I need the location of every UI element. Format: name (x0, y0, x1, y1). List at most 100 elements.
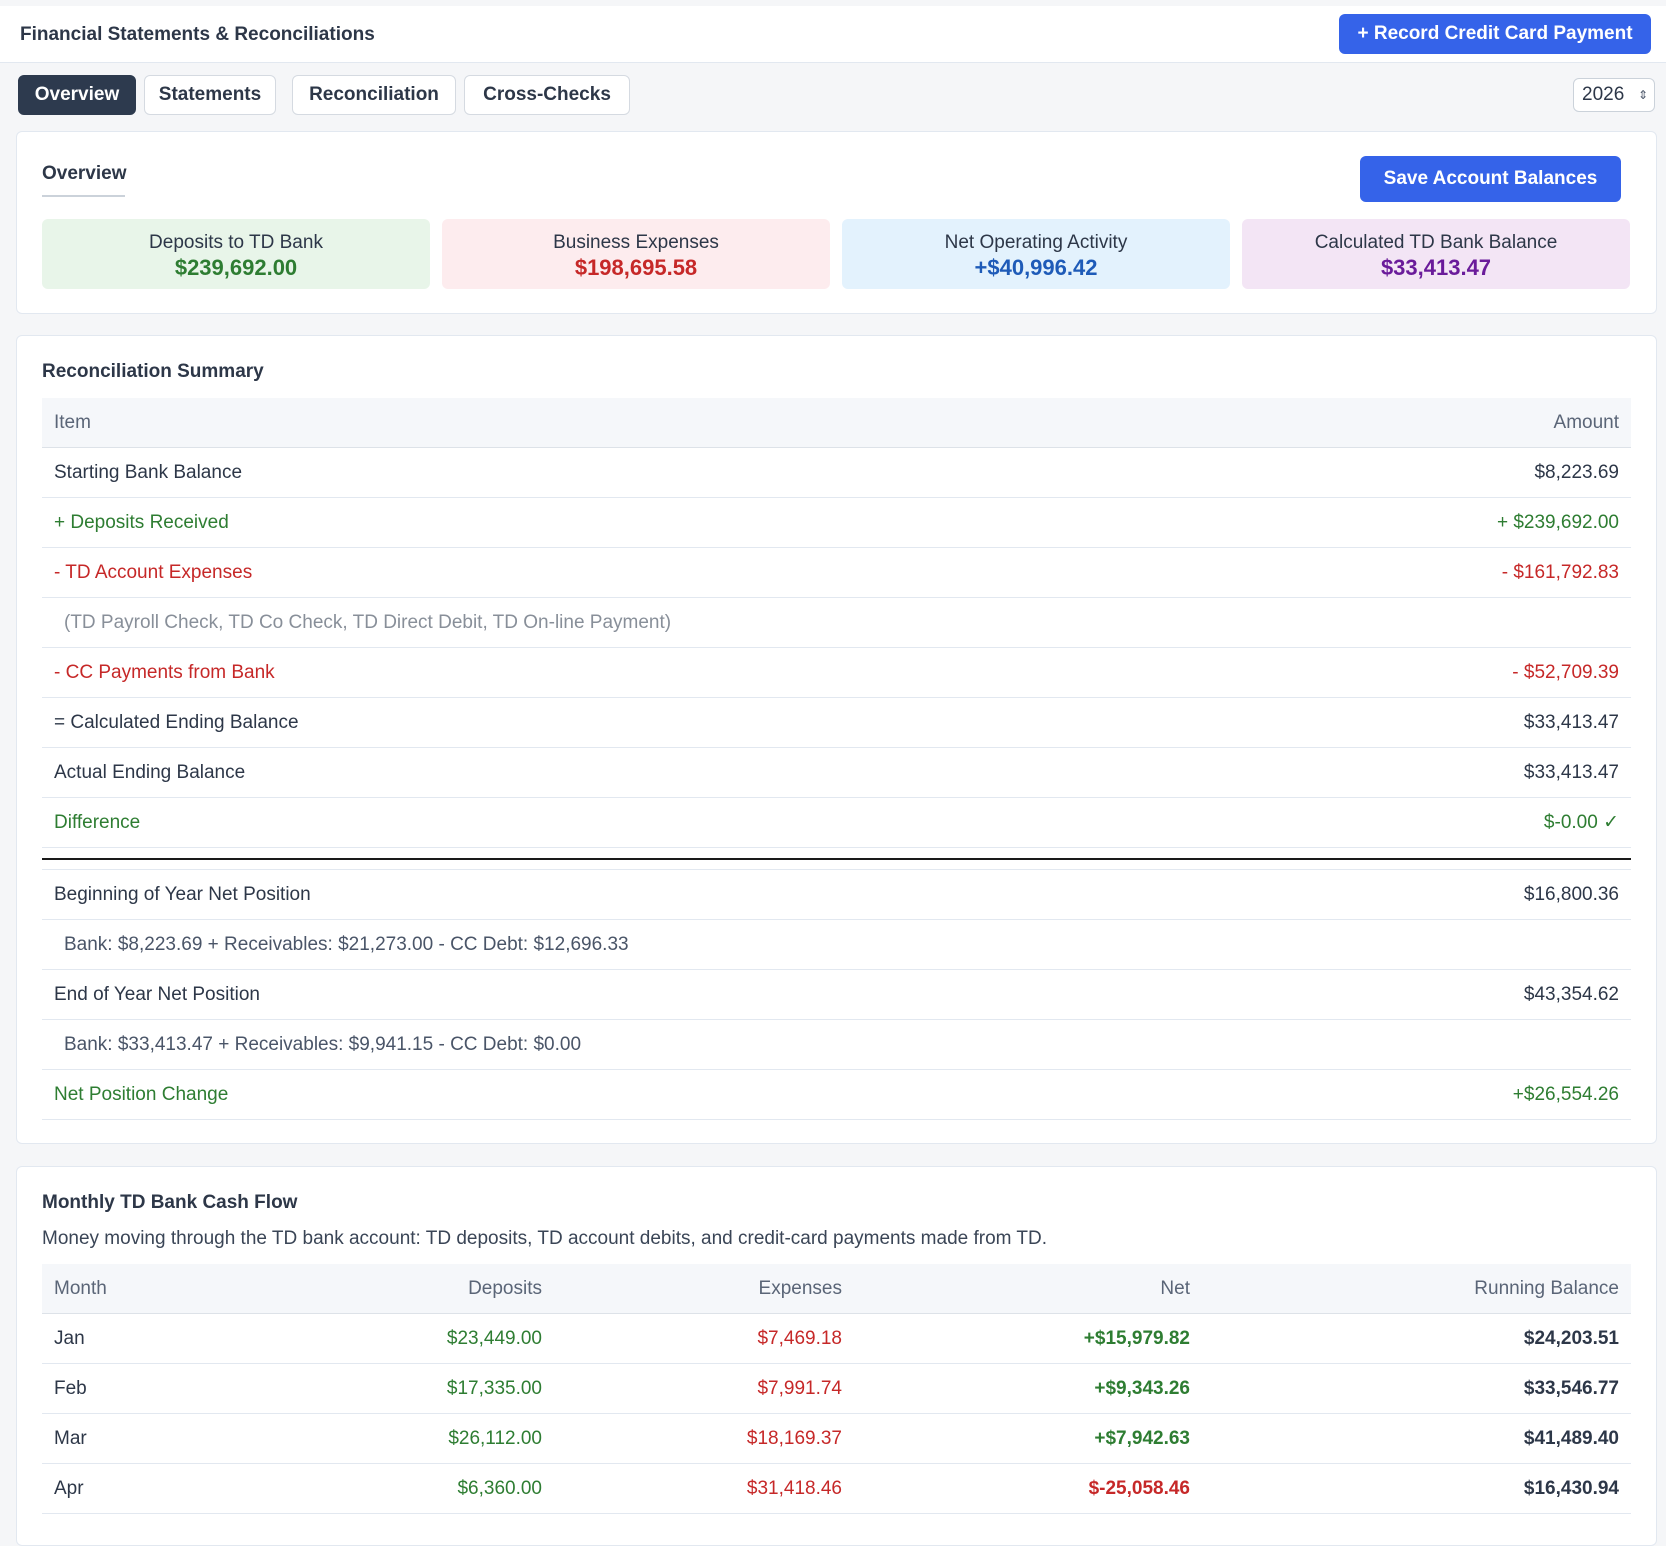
table-row: (TD Payroll Check, TD Co Check, TD Direc… (42, 598, 1631, 648)
row-amount: $8,223.69 (1534, 462, 1619, 483)
table-row: Net Position Change +$26,554.26 (42, 1070, 1631, 1120)
divider-line (42, 858, 1631, 860)
row-month: Mar (54, 1428, 87, 1449)
row-amount: + $239,692.00 (1496, 512, 1619, 533)
row-item: End of Year Net Position (54, 984, 260, 1005)
row-item: Actual Ending Balance (54, 762, 246, 783)
table-row: Jan $23,449.00 $7,469.18 +$15,979.82 $24… (42, 1314, 1631, 1364)
table-row: + Deposits Received + $239,692.00 (42, 498, 1631, 548)
row-running-balance: $33,546.77 (1523, 1378, 1619, 1399)
header-item: Item (54, 412, 91, 433)
header-month: Month (54, 1278, 107, 1299)
row-amount: $-0.00 ✓ (1543, 812, 1619, 833)
stat-calculated-balance: Calculated TD Bank Balance $33,413.47 (1242, 219, 1630, 289)
row-amount: $43,354.62 (1523, 984, 1619, 1005)
stat-label: Business Expenses (553, 232, 719, 253)
row-item: + Deposits Received (54, 512, 229, 533)
row-item: Starting Bank Balance (54, 462, 243, 483)
header-running-balance: Running Balance (1474, 1278, 1619, 1299)
row-deposits: $26,112.00 (448, 1428, 542, 1449)
stat-label: Calculated TD Bank Balance (1314, 232, 1558, 253)
save-account-balances-button[interactable]: Save Account Balances (1360, 156, 1621, 202)
header-deposits: Deposits (468, 1278, 542, 1299)
row-amount: $33,413.47 (1523, 712, 1619, 733)
reconciliation-summary-card: Reconciliation Summary Item Amount Start… (16, 335, 1657, 1144)
stat-business-expenses: Business Expenses $198,695.58 (442, 219, 830, 289)
table-row: - CC Payments from Bank - $52,709.39 (42, 648, 1631, 698)
row-item: (TD Payroll Check, TD Co Check, TD Direc… (64, 612, 672, 633)
reconciliation-table: Item Amount Starting Bank Balance $8,223… (42, 398, 1631, 1120)
table-row: Bank: $33,413.47 + Receivables: $9,941.1… (42, 1020, 1631, 1070)
table-row: Difference $-0.00 ✓ (42, 798, 1631, 848)
section-divider (42, 848, 1631, 870)
header-amount: Amount (1553, 412, 1619, 433)
overview-card: Overview Save Account Balances Deposits … (16, 131, 1657, 314)
cash-flow-table: Month Deposits Expenses Net Running Bala… (42, 1264, 1631, 1514)
row-item: Difference (54, 812, 141, 833)
row-deposits: $23,449.00 (446, 1328, 542, 1349)
row-expenses: $18,169.37 (746, 1428, 842, 1449)
year-value: 2026 (1582, 84, 1625, 105)
cash-flow-description: Money moving through the TD bank account… (42, 1228, 1048, 1249)
row-item: = Calculated Ending Balance (54, 712, 299, 733)
app-title: Financial Statements & Reconciliations (20, 24, 375, 45)
stat-value: $198,695.58 (574, 255, 698, 280)
tab-overview[interactable]: Overview (18, 75, 136, 115)
row-amount: - $161,792.83 (1501, 562, 1619, 583)
stat-value: +$40,996.42 (974, 255, 1098, 280)
table-row: Beginning of Year Net Position $16,800.3… (42, 870, 1631, 920)
table-row: Mar $26,112.00 $18,169.37 +$7,942.63 $41… (42, 1414, 1631, 1464)
table-header: Item Amount (42, 398, 1631, 448)
row-deposits: $6,360.00 (457, 1478, 542, 1499)
header-net: Net (1160, 1278, 1190, 1299)
tab-cross-checks[interactable]: Cross-Checks (464, 75, 630, 115)
row-expenses: $7,991.74 (757, 1378, 842, 1399)
overview-heading: Overview (42, 163, 127, 197)
reconciliation-title: Reconciliation Summary (42, 361, 264, 382)
row-running-balance: $24,203.51 (1523, 1328, 1619, 1349)
table-row: Starting Bank Balance $8,223.69 (42, 448, 1631, 498)
row-month: Jan (54, 1328, 85, 1349)
row-item: Beginning of Year Net Position (54, 884, 311, 905)
row-item: Bank: $8,223.69 + Receivables: $21,273.0… (64, 934, 629, 955)
record-credit-card-payment-button[interactable]: + Record Credit Card Payment (1339, 14, 1651, 54)
row-running-balance: $41,489.40 (1523, 1428, 1619, 1449)
table-header: Month Deposits Expenses Net Running Bala… (42, 1264, 1631, 1314)
row-net: +$7,942.63 (1094, 1428, 1190, 1449)
monthly-cash-flow-card: Monthly TD Bank Cash Flow Money moving t… (16, 1166, 1657, 1546)
row-amount: - $52,709.39 (1512, 662, 1619, 683)
chevron-up-down-icon: ⇕ (1637, 88, 1648, 102)
stat-value: $33,413.47 (1380, 255, 1492, 280)
cash-flow-title: Monthly TD Bank Cash Flow (42, 1192, 298, 1213)
row-item: - TD Account Expenses (54, 562, 253, 583)
top-bar: Financial Statements & Reconciliations +… (0, 6, 1666, 63)
row-net: $-25,058.46 (1088, 1478, 1190, 1499)
row-item: Bank: $33,413.47 + Receivables: $9,941.1… (64, 1034, 582, 1055)
row-expenses: $7,469.18 (757, 1328, 842, 1349)
row-expenses: $31,418.46 (746, 1478, 842, 1499)
row-amount: $33,413.47 (1523, 762, 1619, 783)
table-row: = Calculated Ending Balance $33,413.47 (42, 698, 1631, 748)
stat-net-operating-activity: Net Operating Activity +$40,996.42 (842, 219, 1230, 289)
row-deposits: $17,335.00 (446, 1378, 542, 1399)
table-row: End of Year Net Position $43,354.62 (42, 970, 1631, 1020)
header-expenses: Expenses (758, 1278, 842, 1299)
row-amount: $16,800.36 (1523, 884, 1619, 905)
table-row: Apr $6,360.00 $31,418.46 $-25,058.46 $16… (42, 1464, 1631, 1514)
stat-deposits: Deposits to TD Bank $239,692.00 (42, 219, 430, 289)
row-net: +$15,979.82 (1083, 1328, 1190, 1349)
divider-line (42, 869, 1631, 870)
tab-reconciliation[interactable]: Reconciliation (292, 75, 456, 115)
row-month: Feb (54, 1378, 87, 1399)
table-row: Bank: $8,223.69 + Receivables: $21,273.0… (42, 920, 1631, 970)
row-item: Net Position Change (54, 1084, 229, 1105)
tab-statements[interactable]: Statements (144, 75, 276, 115)
table-row: - TD Account Expenses - $161,792.83 (42, 548, 1631, 598)
row-running-balance: $16,430.94 (1523, 1478, 1619, 1499)
year-select[interactable]: 2026 ⇕ (1573, 78, 1655, 112)
row-item: - CC Payments from Bank (54, 662, 275, 683)
table-row: Actual Ending Balance $33,413.47 (42, 748, 1631, 798)
stat-value: $239,692.00 (174, 255, 298, 280)
stat-label: Net Operating Activity (944, 232, 1128, 253)
stat-label: Deposits to TD Bank (149, 232, 323, 253)
